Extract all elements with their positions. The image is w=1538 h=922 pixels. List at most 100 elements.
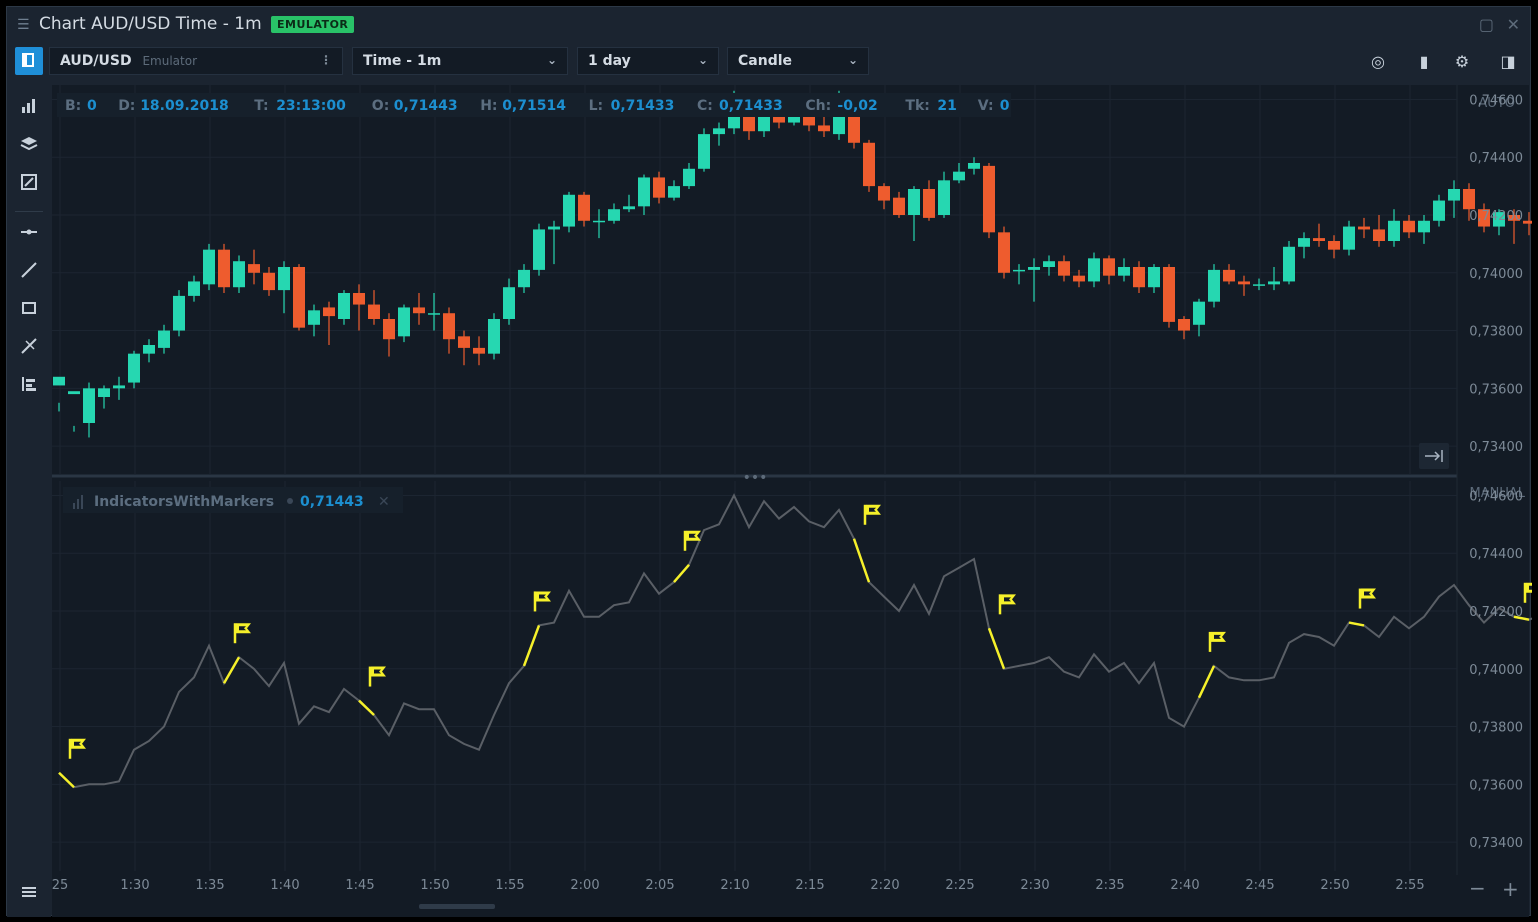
horizontal-line-icon[interactable] [17, 223, 41, 247]
maximize-icon[interactable]: ▢ [1478, 15, 1494, 34]
gear-icon[interactable]: ⚙ [1454, 52, 1470, 71]
indicator-pane [52, 477, 1457, 875]
candle [188, 275, 200, 302]
drawing-toolbar [7, 89, 51, 917]
menu-icon[interactable]: ☰ [17, 17, 30, 33]
candle-body [1508, 215, 1520, 221]
candle [683, 163, 695, 189]
chart-style-select[interactable]: Candle ⌄ [727, 47, 869, 75]
candle-body [1523, 220, 1532, 224]
window-title: Chart AUD/USD Time - 1m [39, 14, 262, 34]
list-icon[interactable] [17, 883, 41, 907]
more-icon[interactable]: ⋮ [320, 53, 332, 67]
candle-body [98, 388, 110, 397]
trend-line-icon[interactable] [17, 261, 41, 285]
time-tick-label: 2:35 [1095, 878, 1124, 893]
time-tick-label: 2:15 [795, 878, 824, 893]
aggregation-select[interactable]: Time - 1m ⌄ [352, 47, 568, 75]
edit-drawings-icon[interactable] [17, 173, 41, 197]
candle [488, 313, 500, 360]
flag-icon [68, 738, 86, 759]
price-axis-bottom[interactable]: 0,74600 0,74400 0,74200 0,74000 0,73800 0,736… [1469, 489, 1523, 851]
emulator-badge: EMULATOR [271, 16, 355, 33]
candle-body [83, 388, 95, 423]
mouse-mode-icon[interactable]: ▮ [1419, 52, 1429, 71]
time-tick-label: 2:45 [1245, 878, 1274, 893]
marker [1513, 582, 1532, 621]
title-bar: ☰ Chart AUD/USD Time - 1m EMULATOR ▢ ✕ [7, 7, 1530, 43]
time-axis[interactable]: 25 1:30 1:35 1:40 1:45 1:50 1:55 2:00 2:05 2:10 2:… [52, 878, 1425, 893]
time-tick-label: 2:20 [870, 878, 899, 893]
candle [413, 293, 425, 325]
symbol-selector[interactable]: AUD/USD Emulator ⋮ [49, 47, 343, 75]
marker-segment [987, 627, 1006, 670]
candle-body [218, 249, 230, 288]
price-tick-label: 0,74400 [1469, 547, 1523, 562]
flag-icon [863, 504, 881, 525]
chart-area[interactable]: ••• B: 0 D: 18.09.2018 T: 23:13:00 O: 0,71443 H:… [7, 7, 1532, 917]
candle-body [953, 171, 965, 181]
candle-body [188, 281, 200, 296]
candle [1478, 203, 1490, 233]
close-icon[interactable]: ✕ [1506, 15, 1520, 34]
time-tick-label: 1:45 [345, 878, 374, 893]
crosshair-sync-icon[interactable]: ◎ [1371, 52, 1385, 71]
period-value: 1 day [588, 53, 631, 69]
info-label: O: [372, 98, 390, 114]
rectangle-icon[interactable] [17, 299, 41, 323]
indicator-remove-icon[interactable]: ✕ [378, 494, 390, 510]
indicator-name: IndicatorsWithMarkers [94, 494, 274, 510]
candle-body [1373, 229, 1385, 241]
candle [1283, 241, 1295, 285]
panel-toggle-icon[interactable]: ◨ [1500, 52, 1516, 71]
time-tick-label: 2:10 [720, 878, 749, 893]
candle [1298, 232, 1310, 259]
candle [338, 290, 350, 325]
price-scale-mode-auto[interactable]: AUTO [1478, 96, 1515, 111]
flag-icon [1358, 588, 1376, 609]
indicators-icon[interactable] [17, 97, 41, 121]
time-tick-label: 2:40 [1170, 878, 1199, 893]
candle-body [533, 229, 545, 270]
candle [1373, 215, 1385, 247]
candle-body [1163, 267, 1175, 322]
candle [1523, 212, 1532, 236]
horizontal-scrollbar[interactable] [419, 904, 495, 909]
candle-body [593, 220, 605, 223]
candle [548, 220, 560, 265]
candle [503, 278, 515, 325]
price-axis-top[interactable]: 0,74600 0,74400 0,74200 0,74000 0,73800 0,736… [1469, 93, 1523, 455]
flag-icon [998, 594, 1016, 615]
info-item: Ch: -0,02 [805, 98, 877, 114]
zoom-in-icon[interactable]: + [1502, 877, 1519, 901]
layout-toggle-button[interactable] [15, 47, 43, 75]
price-scale-mode-manual[interactable]: MANUAL [1470, 486, 1526, 501]
indicator-visibility-dot[interactable] [287, 498, 293, 504]
time-tick-label: 2:55 [1395, 878, 1424, 893]
candle-body [1388, 220, 1400, 241]
candle-body [818, 125, 830, 132]
candle-body [113, 385, 125, 389]
candle [398, 304, 410, 343]
splitter-handle[interactable]: ••• [743, 470, 768, 486]
info-label: L: [589, 98, 604, 114]
candle [1193, 298, 1205, 337]
info-value: -0,02 [837, 98, 877, 114]
period-select[interactable]: 1 day ⌄ [577, 47, 719, 75]
candle-body [983, 165, 995, 233]
layers-icon[interactable] [17, 135, 41, 159]
candle [428, 293, 440, 331]
candle-body [938, 180, 950, 215]
candle [1208, 264, 1220, 308]
connection-name: Emulator [142, 54, 198, 68]
candle [53, 376, 65, 412]
fibonacci-icon[interactable] [17, 337, 41, 361]
candle-body [278, 267, 290, 291]
candle [1223, 264, 1235, 285]
candle-body [1043, 261, 1055, 267]
volume-profile-icon[interactable] [17, 375, 41, 399]
main-pane [52, 85, 1457, 475]
candle [593, 209, 605, 239]
zoom-out-icon[interactable]: − [1469, 876, 1486, 900]
candle [128, 350, 140, 389]
